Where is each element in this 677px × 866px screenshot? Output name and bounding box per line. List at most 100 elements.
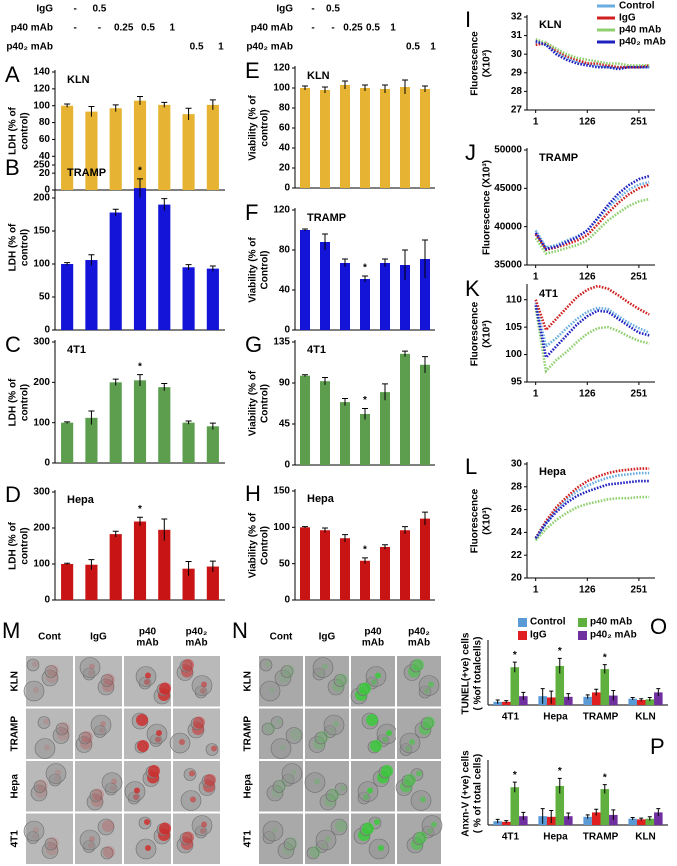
stain bbox=[416, 770, 422, 777]
y-tick-label: 100 bbox=[33, 417, 50, 428]
error-bar bbox=[402, 350, 408, 357]
bar bbox=[133, 100, 147, 190]
error-bar bbox=[161, 101, 168, 108]
error-bar bbox=[209, 422, 216, 430]
chart-title: TRAMP bbox=[67, 167, 106, 179]
stain bbox=[179, 739, 185, 745]
stain bbox=[156, 730, 162, 736]
y-tick-label: 200 bbox=[33, 193, 50, 204]
y-axis-label: (X10³) bbox=[482, 50, 493, 78]
column-label: mAb bbox=[185, 638, 207, 649]
error-bar bbox=[611, 690, 616, 701]
error-bar bbox=[322, 377, 328, 385]
stain bbox=[182, 659, 194, 671]
bar bbox=[61, 264, 74, 330]
error-bar bbox=[322, 527, 328, 533]
error-bar bbox=[557, 777, 562, 794]
y-axis-label: Fluorescence bbox=[470, 488, 481, 553]
significance: * bbox=[603, 772, 607, 783]
y-tick-label: 40 bbox=[279, 143, 291, 154]
y-tick-label: 150 bbox=[273, 486, 290, 497]
cell bbox=[100, 846, 114, 860]
stain bbox=[283, 664, 295, 677]
error-bar bbox=[512, 661, 517, 673]
stain bbox=[136, 714, 148, 726]
y-tick-label: 80 bbox=[279, 245, 291, 256]
cell bbox=[283, 837, 297, 851]
y-tick-label: 0 bbox=[44, 185, 50, 196]
stain bbox=[381, 765, 393, 777]
panel-letter: B bbox=[5, 155, 20, 180]
error-bar bbox=[185, 264, 192, 270]
column-label: mAb bbox=[136, 638, 158, 649]
stain bbox=[404, 774, 416, 786]
y-tick-label: 0 bbox=[284, 460, 290, 471]
bar bbox=[320, 90, 330, 188]
error-bar bbox=[402, 249, 408, 280]
series-line bbox=[535, 41, 650, 69]
bar bbox=[420, 89, 430, 188]
error-bar bbox=[540, 688, 545, 704]
cell bbox=[306, 846, 320, 860]
stain bbox=[325, 836, 331, 842]
row-label: Hepa bbox=[243, 774, 254, 799]
error-bar bbox=[382, 84, 388, 93]
legend-swatch bbox=[578, 631, 587, 640]
y-axis-label: (X10³) bbox=[482, 507, 493, 535]
bar bbox=[360, 88, 370, 188]
stain bbox=[211, 745, 217, 752]
treatment-label: IgG bbox=[276, 4, 293, 15]
bar bbox=[133, 521, 147, 600]
error-bar bbox=[495, 818, 500, 824]
error-bar bbox=[647, 696, 652, 702]
significance: * bbox=[513, 650, 517, 661]
stain bbox=[264, 722, 276, 734]
stain bbox=[189, 770, 195, 777]
error-bar bbox=[512, 781, 517, 793]
y-tick-label: 40 bbox=[279, 285, 291, 296]
cell bbox=[270, 738, 292, 759]
cell bbox=[330, 818, 348, 836]
error-bar bbox=[185, 107, 192, 121]
y-axis-label: LDH (% of bbox=[8, 223, 19, 271]
bar bbox=[300, 88, 310, 188]
cell bbox=[78, 731, 92, 745]
legend-label: p40 mAb bbox=[619, 25, 661, 36]
treatment-dose: 1 bbox=[170, 23, 176, 34]
y-tick-label: 80 bbox=[279, 103, 291, 114]
chart-title: 4T1 bbox=[539, 288, 558, 300]
x-tick-label: 1 bbox=[533, 585, 539, 596]
y-axis-label: Fluorescence bbox=[470, 31, 481, 96]
bar bbox=[158, 104, 171, 190]
error-bar bbox=[185, 560, 192, 576]
y-axis-label: Fluorescence bbox=[470, 301, 481, 366]
bar bbox=[600, 669, 610, 705]
treatment-label: p40₂ mAb bbox=[6, 42, 53, 53]
bar bbox=[340, 263, 350, 330]
stain bbox=[103, 673, 115, 686]
treatment-label: p40 mAb bbox=[251, 23, 293, 34]
series-line bbox=[534, 307, 650, 374]
cell bbox=[79, 657, 101, 678]
bar bbox=[420, 364, 430, 465]
y-axis-label: Viability (% of bbox=[248, 95, 259, 161]
error-bar bbox=[594, 688, 599, 696]
treatment-dose: 0.25 bbox=[114, 23, 134, 34]
error-bar bbox=[209, 560, 216, 572]
chart-title: 4T1 bbox=[307, 344, 326, 356]
row-label: TRAMP bbox=[10, 716, 21, 752]
stain bbox=[333, 721, 339, 727]
panel-letter: I bbox=[465, 7, 471, 32]
error-bar bbox=[137, 178, 143, 198]
error-bar bbox=[495, 699, 500, 704]
bar bbox=[501, 701, 511, 705]
y-tick-label: 60 bbox=[39, 134, 51, 145]
error-bar bbox=[112, 378, 119, 386]
significance: * bbox=[363, 395, 367, 406]
column-label: p40₂ bbox=[186, 627, 208, 638]
y-axis-label: Control) bbox=[260, 526, 271, 565]
stain bbox=[111, 778, 117, 785]
panel-letter: P bbox=[650, 734, 665, 759]
series-line bbox=[534, 174, 650, 251]
stain bbox=[340, 785, 346, 791]
